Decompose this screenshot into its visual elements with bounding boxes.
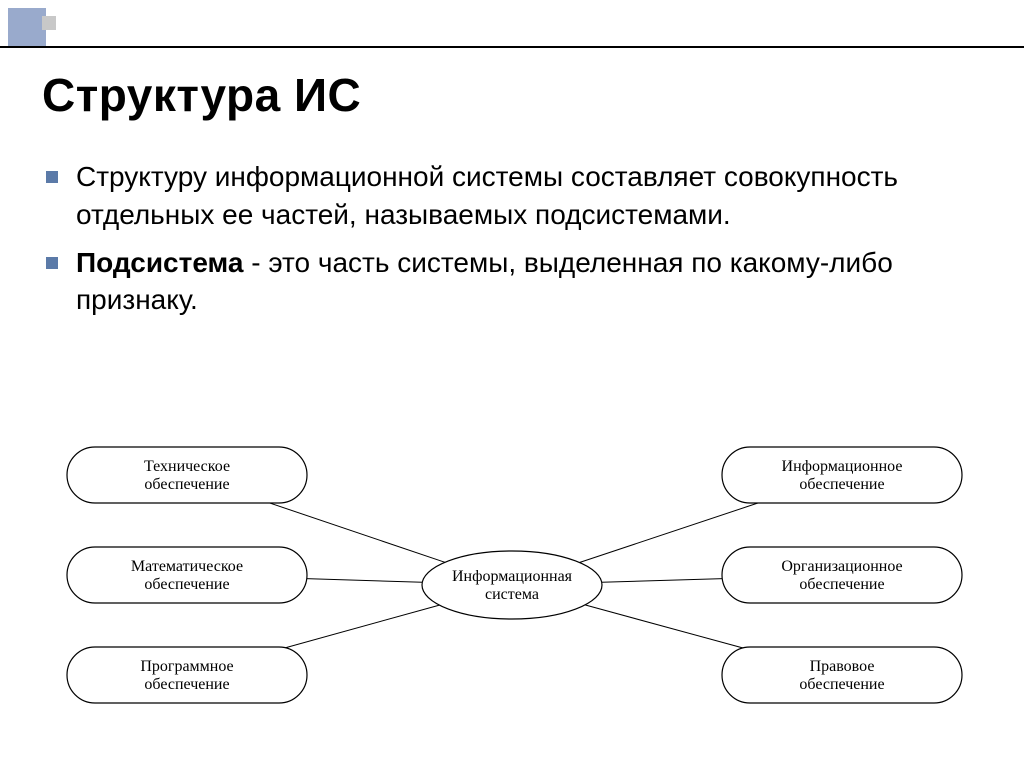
diagram-node-label: Программное <box>140 658 233 675</box>
deco-square-small <box>42 16 56 30</box>
deco-square-large <box>8 8 46 46</box>
diagram-node-label: обеспечение <box>799 476 884 493</box>
diagram-node-label: Техническое <box>144 458 230 475</box>
deco-rule <box>0 46 1024 48</box>
diagram-node <box>67 447 307 503</box>
diagram-node <box>722 647 962 703</box>
bullet-item: Структуру информационной системы составл… <box>42 158 982 234</box>
bullet-item: Подсистема - это часть системы, выделенн… <box>42 244 982 320</box>
diagram-node-label: обеспечение <box>799 576 884 593</box>
diagram-node-label: обеспечение <box>799 676 884 693</box>
diagram-node-label: обеспечение <box>144 576 229 593</box>
bullet-list: Структуру информационной системы составл… <box>42 158 982 319</box>
slide-title: Структура ИС <box>42 68 982 122</box>
diagram-edge <box>264 605 439 653</box>
diagram-node <box>67 547 307 603</box>
corner-decoration <box>0 0 160 56</box>
bullet-text: Структуру информационной системы составл… <box>76 161 898 230</box>
slide-content: Структура ИС Структуру информационной си… <box>42 68 982 329</box>
diagram-node <box>722 447 962 503</box>
diagram-node-label: обеспечение <box>144 476 229 493</box>
diagram-node-label: Правовое <box>810 658 875 675</box>
bullet-bold: Подсистема <box>76 247 243 278</box>
diagram-edge <box>602 579 723 583</box>
diagram-node <box>67 647 307 703</box>
diagram-edge <box>585 605 764 654</box>
diagram-node-label: обеспечение <box>144 676 229 693</box>
diagram-edge <box>306 579 422 583</box>
diagram-node-label: Математическое <box>131 558 243 575</box>
diagram-node-label: Информационное <box>782 458 903 475</box>
diagram-node-label: Организационное <box>781 558 902 575</box>
diagram-center-node <box>422 551 602 619</box>
diagram-area: ИнформационнаясистемаТехническоеобеспече… <box>42 420 982 750</box>
diagram-svg: ИнформационнаясистемаТехническоеобеспече… <box>42 420 982 750</box>
diagram-node <box>722 547 962 603</box>
diagram-node-label: система <box>485 586 539 603</box>
diagram-node-label: Информационная <box>452 568 573 585</box>
